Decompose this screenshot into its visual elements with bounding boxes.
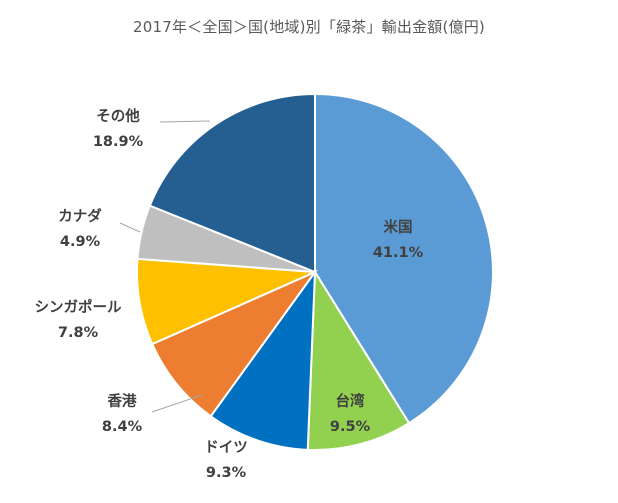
slice-category-label: カナダ — [58, 207, 102, 225]
pie-slices — [136, 92, 494, 451]
leader-line-4 — [151, 394, 203, 413]
pie-slice-4 — [150, 269, 318, 418]
leader-line-7 — [159, 120, 211, 123]
slice-value-label: 4.9% — [60, 234, 101, 250]
slice-value-label: 8.4% — [102, 419, 143, 435]
slice-value-label: 18.9% — [93, 134, 144, 150]
slice-value-label: 41.1% — [373, 245, 424, 261]
slice-category-label: 台湾 — [336, 392, 365, 410]
leader-lines — [119, 120, 211, 413]
slice-category-label: 米国 — [384, 218, 413, 236]
pie-slice-7 — [148, 92, 316, 274]
pie-slice-2 — [306, 268, 411, 451]
slice-category-label: 香港 — [108, 392, 137, 410]
slice-category-label: その他 — [96, 107, 140, 125]
pie-slice-1 — [314, 92, 494, 425]
slice-category-label: シンガポール — [35, 298, 122, 316]
slice-labels: 米国 41.1% 台湾 9.5% ドイツ 9.3% 香港 8.4% シンガポール 7.8% カナダ 4… — [35, 107, 424, 481]
slice-value-label: 9.5% — [330, 419, 371, 435]
slice-value-label: 7.8% — [58, 325, 99, 341]
pie-slice-3 — [209, 268, 317, 451]
slice-category-label: ドイツ — [204, 440, 248, 456]
leader-line-6 — [119, 222, 141, 233]
slice-value-label: 9.3% — [206, 465, 247, 481]
chart-title: 2017年＜全国＞国(地域)別「緑茶」輸出金額(億円) — [133, 18, 485, 36]
